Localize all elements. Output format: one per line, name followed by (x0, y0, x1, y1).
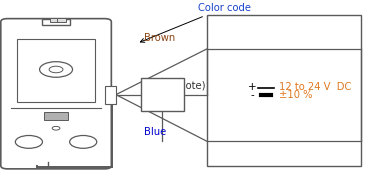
Bar (207, 15, 361, 166)
Text: 12 to 24 V  DC: 12 to 24 V DC (279, 82, 351, 92)
Circle shape (70, 136, 97, 148)
Bar (141, 78, 184, 111)
Text: Brown: Brown (144, 33, 176, 42)
Bar (44, 112, 68, 120)
Text: Load: Load (150, 90, 174, 100)
Circle shape (15, 136, 43, 148)
Text: +: + (249, 82, 257, 92)
Bar (43, 19, 70, 25)
Bar (105, 86, 116, 104)
Bar (50, 18, 58, 22)
Circle shape (52, 126, 60, 130)
FancyBboxPatch shape (1, 19, 111, 169)
Text: -: - (251, 90, 255, 100)
Text: ±10 %: ±10 % (279, 90, 312, 100)
Text: Blue: Blue (144, 127, 167, 137)
Bar (57, 18, 65, 22)
Bar (17, 39, 95, 102)
Circle shape (49, 66, 63, 73)
Text: Color code: Color code (140, 3, 250, 42)
Circle shape (40, 62, 73, 77)
Text: Black (Note): Black (Note) (144, 80, 206, 90)
